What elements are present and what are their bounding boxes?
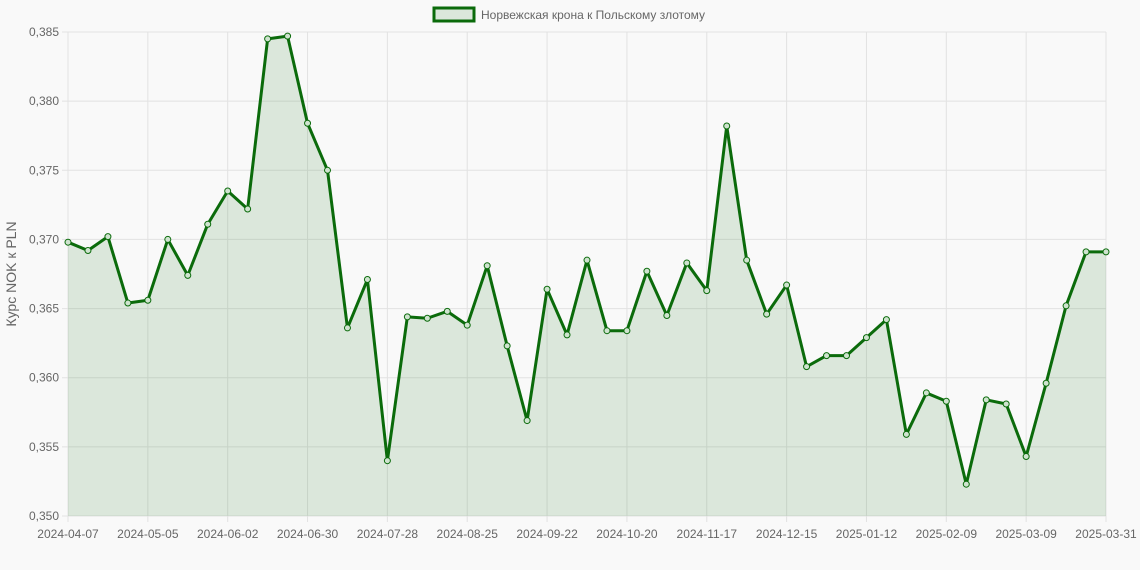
data-point[interactable] (902, 430, 910, 438)
data-point[interactable] (982, 396, 990, 404)
x-tick-label: 2024-06-02 (197, 527, 259, 541)
data-point[interactable] (1082, 248, 1090, 256)
data-point[interactable] (124, 299, 132, 307)
y-tick-label: 0,380 (29, 94, 59, 108)
data-point[interactable] (1042, 379, 1050, 387)
data-point[interactable] (623, 327, 631, 335)
data-point[interactable] (663, 311, 671, 319)
data-point[interactable] (803, 363, 811, 371)
data-point[interactable] (1062, 302, 1070, 310)
data-point[interactable] (523, 417, 531, 425)
data-point[interactable] (882, 316, 890, 324)
data-point[interactable] (1022, 453, 1030, 461)
data-point[interactable] (563, 331, 571, 339)
data-point[interactable] (104, 233, 112, 241)
data-point[interactable] (84, 246, 92, 254)
data-point[interactable] (823, 352, 831, 360)
y-axis-label: Курс NOK к PLN (3, 221, 19, 326)
x-tick-label: 2024-04-07 (37, 527, 99, 541)
y-tick-label: 0,350 (29, 509, 59, 523)
x-axis: 2024-04-07 2024-05-05 2024-06-02 2024-06-30… (37, 527, 1137, 541)
y-tick-label: 0,385 (29, 25, 59, 39)
data-point[interactable] (284, 32, 292, 40)
x-tick-label: 2024-10-20 (596, 527, 658, 541)
grid (62, 31, 1107, 522)
data-point[interactable] (942, 397, 950, 405)
data-point[interactable] (363, 276, 371, 284)
data-point[interactable] (843, 352, 850, 360)
data-point[interactable] (423, 314, 431, 322)
y-tick-label: 0,365 (29, 302, 59, 316)
data-point[interactable] (383, 457, 391, 465)
data-point[interactable] (264, 35, 272, 43)
legend-label: Норвежская крона к Польскому злотому (481, 8, 705, 22)
data-point[interactable] (783, 281, 791, 289)
data-point[interactable] (164, 235, 172, 243)
x-tick-label: 2024-09-22 (516, 527, 578, 541)
data-point[interactable] (543, 285, 551, 293)
y-tick-label: 0,360 (29, 371, 59, 385)
x-tick-label: 2024-12-15 (756, 527, 818, 541)
y-tick-label: 0,355 (29, 440, 59, 454)
y-tick-label: 0,375 (29, 163, 59, 177)
data-point[interactable] (184, 271, 192, 279)
data-point[interactable] (304, 119, 312, 127)
data-point[interactable] (403, 313, 411, 321)
data-point[interactable] (483, 262, 491, 270)
y-axis: 0,350 0,355 0,360 0,365 0,370 0,375 0,380 0,385 (29, 25, 59, 523)
x-tick-label: 2025-03-31 (1075, 527, 1137, 541)
data-point[interactable] (763, 310, 771, 318)
data-point[interactable] (703, 287, 711, 295)
data-point[interactable] (862, 334, 870, 342)
data-point[interactable] (1002, 400, 1010, 408)
series-area (68, 36, 1106, 517)
y-tick-label: 0,370 (29, 232, 59, 246)
x-tick-label: 2024-11-17 (677, 527, 738, 541)
data-point[interactable] (643, 267, 651, 275)
legend-swatch (432, 6, 476, 23)
data-point[interactable] (962, 480, 970, 488)
x-tick-label: 2025-03-09 (995, 527, 1057, 541)
plot-area (67, 34, 1106, 517)
x-tick-label: 2025-01-12 (836, 527, 898, 541)
data-point[interactable] (603, 327, 611, 335)
data-point[interactable] (64, 238, 72, 246)
x-tick-label: 2024-05-05 (117, 527, 179, 541)
data-point[interactable] (204, 220, 212, 228)
data-point[interactable] (443, 307, 451, 315)
data-point[interactable] (244, 205, 252, 213)
data-point[interactable] (723, 122, 731, 130)
data-points (64, 32, 1110, 488)
x-tick-label: 2024-07-28 (357, 527, 419, 541)
data-point[interactable] (224, 187, 232, 195)
x-tick-label: 2025-02-09 (916, 527, 978, 541)
data-point[interactable] (503, 342, 511, 350)
data-point[interactable] (463, 321, 471, 329)
data-point[interactable] (743, 256, 751, 264)
legend[interactable]: Норвежская крона к Польскому злотому (432, 6, 705, 23)
x-tick-label: 2024-06-30 (277, 527, 339, 541)
data-point[interactable] (683, 259, 691, 267)
data-point[interactable] (324, 166, 331, 174)
data-point[interactable] (583, 256, 591, 264)
x-tick-label: 2024-08-25 (437, 527, 499, 541)
data-point[interactable] (144, 296, 152, 304)
data-point[interactable] (343, 324, 351, 332)
data-point[interactable] (1102, 248, 1110, 256)
data-point[interactable] (922, 389, 930, 397)
